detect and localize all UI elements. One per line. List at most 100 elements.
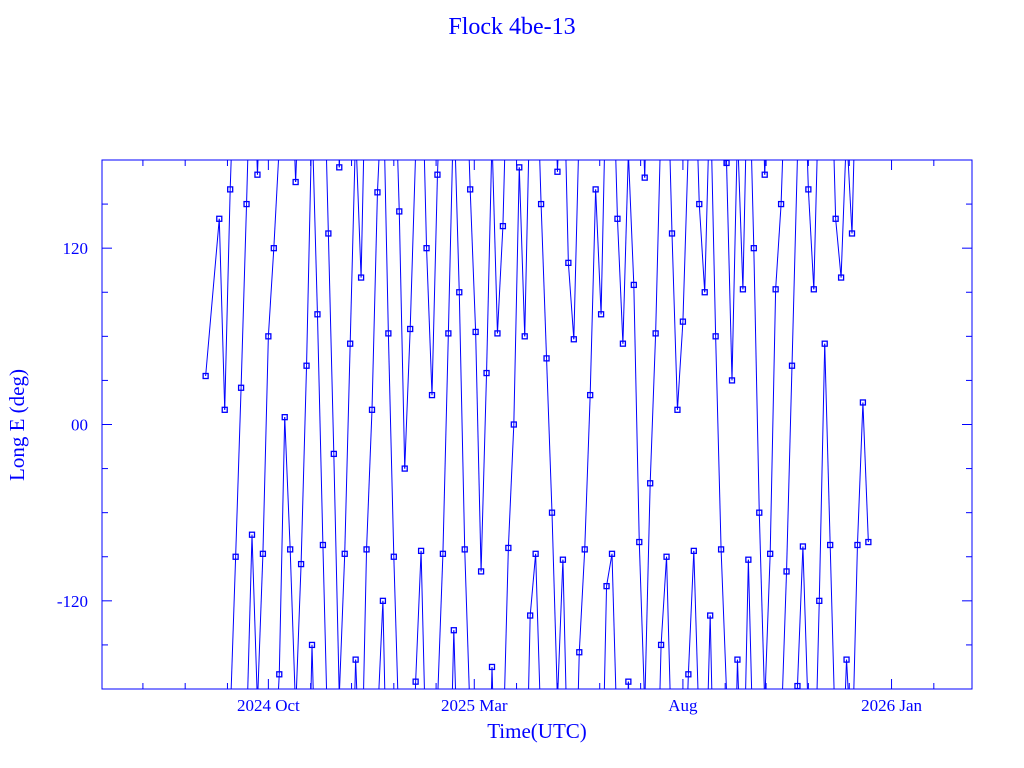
series-segment [615, 159, 618, 219]
data-point [805, 186, 812, 193]
series-segment [327, 233, 335, 454]
data-point [597, 311, 605, 318]
data-point [368, 406, 376, 413]
series-segment [697, 159, 700, 205]
series-segment [284, 417, 291, 550]
data-point [663, 553, 670, 560]
series-segment [813, 159, 818, 290]
data-point [647, 480, 654, 487]
series-segment [420, 550, 425, 690]
series-segment [669, 159, 673, 234]
series-segment [600, 159, 605, 315]
data-point [816, 597, 823, 604]
data-point [281, 414, 288, 421]
series-segment [322, 544, 328, 690]
data-series [202, 159, 872, 690]
series-segment [655, 159, 661, 334]
series-segment [539, 159, 542, 205]
data-point [636, 538, 643, 546]
series-segment [682, 159, 689, 322]
series-segment [775, 204, 782, 290]
data-point [428, 391, 436, 399]
data-point [374, 189, 381, 196]
series-segment [546, 358, 553, 513]
series-segment [398, 211, 406, 469]
series-segment [540, 204, 548, 359]
data-point [494, 330, 501, 337]
series-segment [300, 365, 308, 565]
data-point [287, 546, 294, 553]
series-segment [856, 402, 864, 546]
series-segment [758, 512, 765, 690]
data-point [745, 556, 752, 563]
series-segment [464, 549, 470, 690]
series-segment [666, 556, 671, 690]
series-segment [371, 192, 378, 410]
series-segment [595, 189, 602, 315]
series-segment [807, 189, 815, 290]
data-point [548, 509, 556, 516]
series-segment [649, 333, 657, 484]
series-segment [851, 159, 855, 234]
series-segment [235, 387, 242, 557]
data-point [532, 550, 539, 557]
data-point [243, 200, 250, 208]
series-segment [671, 233, 678, 410]
data-point [848, 230, 856, 237]
series-segment [355, 659, 358, 690]
data-point [788, 362, 796, 369]
data-point [772, 286, 779, 293]
data-point [734, 656, 741, 663]
data-point [396, 208, 403, 215]
series-segment [251, 534, 258, 690]
data-point [314, 311, 321, 318]
series-segment [687, 550, 695, 675]
series-segment [453, 630, 456, 690]
series-segment [246, 159, 249, 205]
data-point [202, 372, 209, 380]
series-segment [366, 409, 373, 550]
x-tick-label: 2024 Oct [237, 696, 300, 715]
series-segment [676, 321, 684, 410]
data-point [527, 612, 534, 619]
data-point [450, 627, 457, 634]
data-point [330, 450, 337, 458]
data-point [237, 384, 245, 391]
data-point [859, 399, 867, 406]
data-point [690, 547, 697, 555]
series-segment [356, 159, 362, 278]
data-point [821, 340, 828, 347]
series-segment [806, 159, 809, 190]
data-point [488, 663, 496, 671]
data-point [336, 164, 343, 171]
series-segment [504, 547, 509, 690]
data-point [276, 671, 283, 678]
data-point [625, 678, 632, 685]
data-point [325, 230, 332, 237]
series-segment [486, 159, 492, 374]
series-segment [782, 571, 788, 690]
series-segment [257, 553, 264, 690]
series-segment [529, 553, 537, 616]
series-segment [791, 159, 798, 366]
series-segment [426, 248, 433, 396]
series-segment [344, 343, 351, 554]
data-point [832, 215, 839, 222]
data-point [303, 362, 310, 369]
series-segment [616, 218, 624, 344]
data-point [707, 612, 714, 619]
series-segment [704, 159, 709, 293]
series-segment [339, 553, 346, 690]
data-point [701, 289, 708, 296]
data-point [837, 274, 845, 281]
series-segment [316, 314, 324, 546]
series-segment [565, 159, 569, 263]
data-point [657, 641, 665, 649]
series-segment [707, 615, 711, 690]
series-segment [289, 549, 296, 690]
series-segment [524, 159, 530, 337]
x-tick-label: 2025 Mar [441, 696, 508, 715]
data-point [521, 333, 528, 340]
data-point [341, 550, 348, 557]
data-point [483, 369, 490, 377]
